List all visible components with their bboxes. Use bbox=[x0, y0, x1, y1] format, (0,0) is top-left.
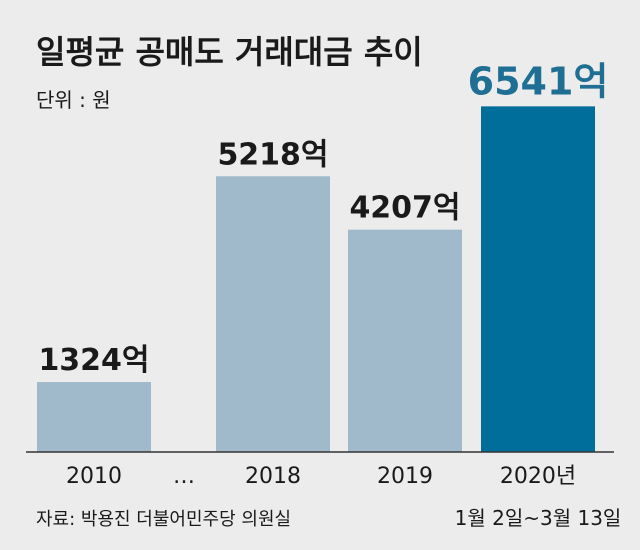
bar-2018 bbox=[216, 176, 330, 453]
value-label-2020년: 6541억 bbox=[468, 59, 609, 103]
bar-2020년 bbox=[481, 106, 595, 453]
tick-label-2019: 2019 bbox=[377, 464, 433, 489]
tick-label-2018: 2018 bbox=[245, 464, 301, 489]
chart-title: 일평균 공매도 거래대금 추이 bbox=[36, 33, 423, 71]
tick-labels-layer: 2010 2018 2019 2020년 1월 2일~3월 13일 bbox=[66, 464, 621, 530]
axis-ellipsis: … bbox=[173, 464, 195, 489]
tick-label-2020년: 2020년 bbox=[500, 464, 576, 489]
bars-layer: 1324억 5218억 4207억 6541억 bbox=[37, 59, 609, 453]
value-label-2018: 5218억 bbox=[217, 137, 328, 172]
bar-2019 bbox=[348, 229, 462, 452]
tick-sublabel-2020년: 1월 2일~3월 13일 bbox=[455, 506, 622, 530]
value-label-2019: 4207억 bbox=[349, 191, 460, 226]
tick-label-2010: 2010 bbox=[66, 464, 122, 489]
unit-label: 단위 : 원 bbox=[36, 88, 111, 112]
value-label-2010: 1324억 bbox=[38, 343, 149, 378]
bar-2010 bbox=[37, 382, 151, 452]
source-note: 자료: 박용진 더불어민주당 의원실 bbox=[36, 509, 291, 530]
